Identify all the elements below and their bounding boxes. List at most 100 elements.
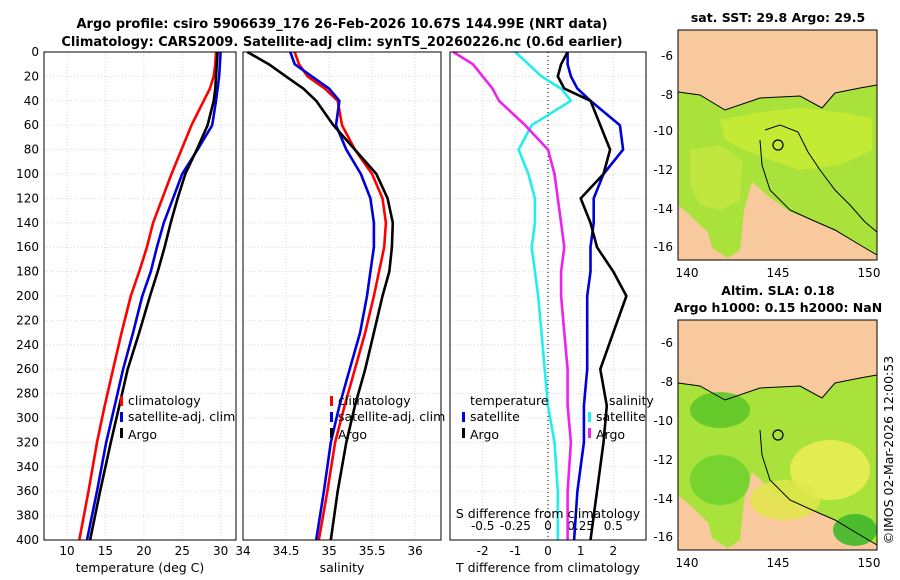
sst-map-ytick: -14: [653, 202, 673, 216]
legend-title-temperature: temperature: [470, 393, 549, 408]
y-tick-label: 200: [16, 289, 39, 303]
sla-map-title-line2: Argo h1000: 0.15 h2000: NaN: [674, 300, 882, 315]
top-x-tick-label: 0.5: [604, 519, 623, 533]
legend-label-satellite: satellite-adj. clim: [128, 409, 235, 424]
sst-map-ytick: -10: [653, 124, 673, 138]
y-tick-label: 380: [16, 509, 39, 523]
sst-map-axes: 140 145 150 -6 -8 -10 -12 -14 -16: [653, 49, 880, 280]
figure-title-line2: Climatology: CARS2009. Satellite-adj cli…: [61, 35, 622, 50]
series-line-s-satellite: [514, 51, 573, 540]
x-tick-label: 10: [59, 544, 74, 558]
legend-label-climatology: climatology: [128, 393, 201, 408]
sla-map-patch: [690, 455, 750, 505]
legend-label-satellite: satellite-adj. clim: [338, 409, 445, 424]
legend-label-s-satellite: satellite: [596, 409, 646, 424]
temperature-panel: 0 20 40 60 80 100 120 140 160 180 200 220 240 260 280 3…: [16, 45, 237, 575]
sla-map-patch: [790, 440, 870, 500]
x-tick-label: 25: [175, 544, 190, 558]
legend-label-s-argo: Argo: [596, 427, 625, 442]
top-x-tick-label: 0.25: [567, 519, 594, 533]
y-tick-label: 160: [16, 240, 39, 254]
x-tick-label: 35: [321, 544, 336, 558]
legend-label-argo: Argo: [128, 427, 157, 442]
legend-label-t-argo: Argo: [470, 427, 499, 442]
legend-swatch-satellite: [120, 412, 123, 422]
salinity-legend: climatology satellite-adj. clim Argo: [330, 393, 445, 442]
sla-map-xtick: 145: [767, 556, 790, 570]
sst-map-xtick: 140: [676, 266, 699, 280]
series-line-s-argo: [452, 50, 573, 540]
y-tick-label: 320: [16, 435, 39, 449]
y-tick-label: 280: [16, 387, 39, 401]
difference-legend: temperature satellite Argo salinity sate…: [462, 393, 654, 442]
y-tick-label: 100: [16, 167, 39, 181]
plot-frame: [449, 51, 647, 541]
s-difference-axis-label: S difference from climatology: [456, 506, 641, 521]
sla-map: [677, 319, 878, 551]
imos-timestamp: ©IMOS 02-Mar-2026 12:00:53: [881, 356, 896, 544]
y-tick-label: 300: [16, 411, 39, 425]
y-tick-label: 240: [16, 338, 39, 352]
sst-map-coastline-north: [677, 84, 878, 111]
series-line-satellite-adj-clim: [289, 51, 376, 541]
x-tick-label: 0: [544, 544, 552, 558]
sst-map-xtick: 145: [767, 266, 790, 280]
sla-map-coastline-south: [759, 429, 878, 546]
x-axis-label: salinity: [320, 560, 365, 575]
sla-map-patch: [750, 480, 820, 520]
sla-map-ytick: -6: [661, 336, 673, 350]
y-tick-label: 120: [16, 191, 39, 205]
legend-swatch-climatology: [120, 396, 123, 406]
legend-swatch-argo: [120, 428, 123, 438]
y-tick-label: 60: [24, 118, 39, 132]
legend-title-salinity: salinity: [609, 393, 654, 408]
x-tick-label: -1: [509, 544, 521, 558]
sla-map-ytick: -16: [653, 530, 673, 544]
y-tick-label: 360: [16, 484, 39, 498]
y-tick-label: 80: [24, 143, 39, 157]
legend-label-argo: Argo: [338, 427, 367, 442]
y-tick-label: 0: [31, 45, 39, 59]
salinity-panel: 34 34.5 35 35.5 36 salinity: [235, 50, 442, 575]
sst-map-xtick: 150: [858, 266, 881, 280]
top-x-tick-label: 0: [544, 519, 552, 533]
x-tick-label: 36: [408, 544, 423, 558]
sst-map-coastline-south: [759, 139, 878, 256]
y-tick-label: 400: [16, 533, 39, 547]
legend-swatch-t-argo: [462, 428, 465, 438]
x-axis-label: temperature (deg C): [76, 560, 205, 575]
sst-map-warm-band: [720, 108, 872, 170]
sla-map-frame: [677, 319, 878, 551]
sla-map-ytick: -10: [653, 414, 673, 428]
x-tick-label: 2: [610, 544, 618, 558]
sla-map-title-line1: Altim. SLA: 0.18: [721, 283, 834, 298]
y-tick-label: 180: [16, 265, 39, 279]
sst-map-contour: [764, 124, 878, 233]
sst-map-title: sat. SST: 29.8 Argo: 29.5: [691, 10, 865, 25]
x-tick-label: 35.5: [359, 544, 386, 558]
sla-map-float-marker: [772, 429, 784, 441]
sst-map-patch: [690, 145, 742, 210]
plot-frame: [43, 51, 237, 541]
x-tick-label: 15: [98, 544, 113, 558]
y-tick-label: 20: [24, 69, 39, 83]
legend-swatch-climatology: [330, 396, 333, 406]
sst-map-ytick: -16: [653, 240, 673, 254]
sla-map-patch: [690, 392, 750, 428]
series-line-t-argo: [556, 51, 628, 541]
top-x-tick-label: -0.25: [500, 519, 531, 533]
x-axis-label: T difference from climatology: [455, 560, 641, 575]
series-line-climatology: [78, 51, 218, 541]
legend-swatch-s-satellite: [588, 412, 591, 422]
series-line-satellite-adj-clim: [85, 51, 222, 541]
plot-frame: [242, 51, 442, 541]
sst-map-ytick: -12: [653, 163, 673, 177]
sla-map-axes: 140 145 150 -6 -8 -10 -12 -14 -16: [653, 336, 880, 570]
legend-swatch-argo: [330, 428, 333, 438]
sla-map-ytick: -8: [661, 375, 673, 389]
x-tick-label: 1: [577, 544, 585, 558]
sla-map-ytick: -14: [653, 492, 673, 506]
temperature-legend: climatology satellite-adj. clim Argo: [120, 393, 235, 442]
series-line-argo: [246, 50, 395, 541]
